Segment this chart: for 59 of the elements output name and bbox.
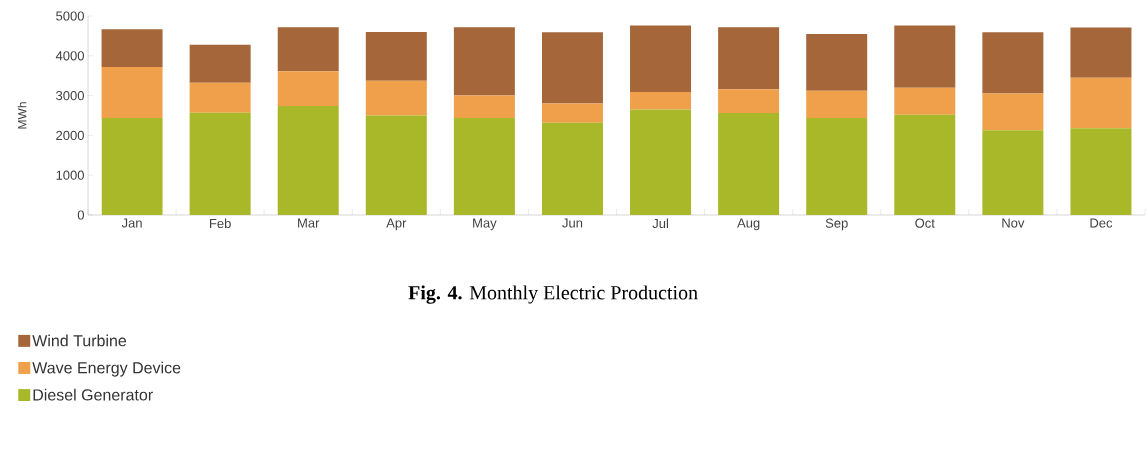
bar — [453, 117, 515, 215]
y-tick-label: 0 — [77, 210, 84, 220]
y-axis-title: MWh — [17, 102, 27, 129]
bar — [277, 105, 339, 215]
bar — [718, 27, 780, 90]
x-tick-label: Oct — [915, 218, 935, 228]
bar — [630, 25, 692, 93]
x-tick-label: Feb — [210, 218, 231, 229]
x-tick-label: Jul — [652, 218, 668, 229]
bar — [541, 122, 603, 215]
x-tick-label: Aug — [737, 218, 760, 231]
bar — [1070, 128, 1132, 215]
text: Fig. 4. Monthly Electric Production — [408, 285, 698, 304]
bar — [365, 31, 427, 81]
bar — [101, 66, 163, 118]
bar — [365, 80, 427, 116]
bar — [453, 95, 515, 118]
bar — [277, 71, 339, 106]
bar — [894, 114, 956, 215]
y-tick-label: 3000 — [56, 91, 84, 101]
bar — [101, 29, 163, 67]
y-tick-label: 4000 — [55, 51, 84, 61]
bar — [718, 113, 780, 215]
bar — [453, 27, 515, 96]
bar — [982, 130, 1044, 215]
legend-label: Wind Turbine — [32, 334, 127, 347]
bar — [806, 117, 868, 215]
x-tick-label: Jan — [121, 218, 142, 228]
x-tick-label: Nov — [1002, 218, 1025, 228]
x-tick-label: Dec — [1090, 218, 1113, 228]
bar — [1070, 77, 1132, 129]
x-tick-label: Mar — [298, 218, 320, 228]
bar — [894, 87, 956, 115]
x-tick-label: Apr — [386, 218, 407, 231]
bar — [541, 32, 603, 104]
x-tick-label: Sep — [825, 218, 848, 231]
bar — [277, 27, 339, 72]
bar — [189, 112, 251, 215]
bar — [806, 33, 868, 91]
x-tick-label: Jun — [562, 218, 583, 228]
bar — [101, 117, 163, 215]
bar — [982, 93, 1044, 131]
y-tick-label: 2000 — [56, 130, 84, 140]
y-tick-label: 1000 — [56, 170, 84, 180]
bar — [982, 32, 1044, 94]
bar — [365, 115, 427, 215]
x-tick-label: May — [473, 218, 497, 231]
bar — [718, 89, 780, 114]
legend-label: Wave Energy Device — [32, 361, 181, 377]
bar — [541, 103, 603, 123]
bar — [806, 90, 868, 118]
bar — [1070, 27, 1132, 78]
legend-label: Diesel Generator — [33, 388, 153, 401]
y-tick-label: 5000 — [56, 11, 84, 21]
bar — [894, 25, 956, 88]
bar — [189, 82, 251, 113]
bar — [630, 109, 692, 215]
bar — [189, 44, 251, 83]
bar — [630, 92, 692, 110]
